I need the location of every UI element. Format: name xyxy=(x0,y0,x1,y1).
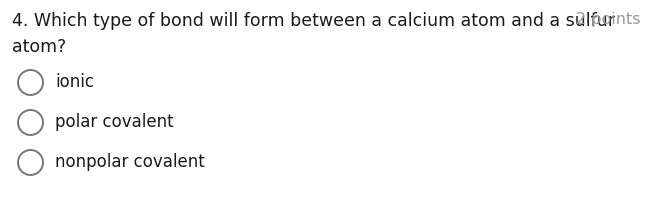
Text: 2 points: 2 points xyxy=(576,12,640,27)
Text: nonpolar covalent: nonpolar covalent xyxy=(55,153,205,171)
Text: polar covalent: polar covalent xyxy=(55,113,174,131)
Text: 4. Which type of bond will form between a calcium atom and a sulfur
atom?: 4. Which type of bond will form between … xyxy=(12,12,615,56)
Text: ionic: ionic xyxy=(55,73,94,91)
